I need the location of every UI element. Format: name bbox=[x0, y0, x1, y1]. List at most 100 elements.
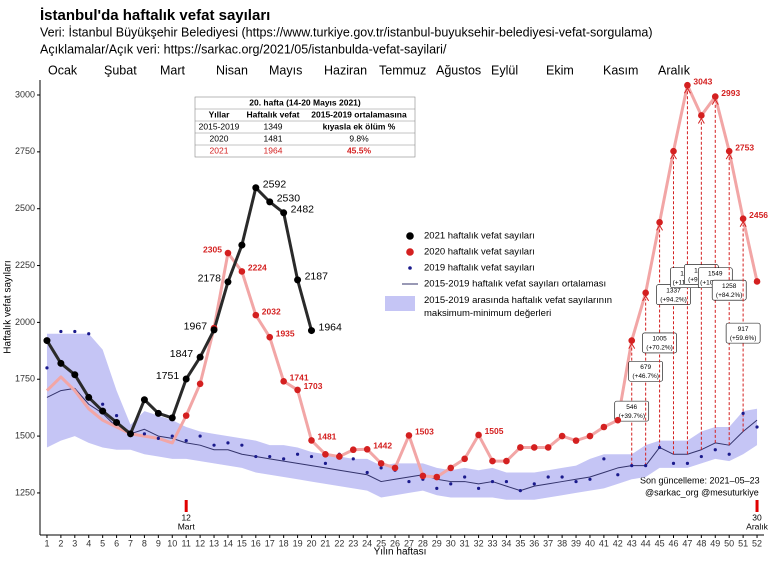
x-tick-label: 49 bbox=[710, 538, 720, 548]
point-2019 bbox=[741, 411, 745, 415]
y-tick-label: 2250 bbox=[15, 260, 35, 270]
data-label: 2456 bbox=[749, 210, 768, 220]
point-2019 bbox=[449, 482, 453, 486]
x-tick-label: 26 bbox=[390, 538, 400, 548]
x-tick-label: 1 bbox=[44, 538, 49, 548]
point-2020 bbox=[600, 423, 608, 431]
point-2021 bbox=[168, 414, 176, 422]
data-label: 1751 bbox=[156, 370, 180, 382]
annotation-text: (+46.7%) bbox=[632, 373, 659, 380]
point-2020 bbox=[447, 464, 455, 472]
point-2020 bbox=[711, 93, 719, 100]
x-tick-label: 41 bbox=[599, 538, 609, 548]
point-2019 bbox=[184, 439, 188, 443]
point-2020 bbox=[670, 147, 677, 155]
point-2019 bbox=[755, 425, 759, 429]
legend-label: 2020 haftalık vefat sayıları bbox=[424, 247, 535, 258]
point-2019 bbox=[282, 457, 286, 461]
point-2019 bbox=[490, 479, 495, 484]
x-tick-label: 44 bbox=[641, 538, 651, 548]
data-label: 3043 bbox=[693, 76, 712, 86]
annotation-text: (+70.2%) bbox=[646, 345, 673, 352]
month-label: Mart bbox=[160, 63, 186, 77]
annotation-text: 1549 bbox=[708, 270, 723, 277]
x-tick-label: 28 bbox=[418, 538, 428, 548]
month-label: Haziran bbox=[324, 63, 367, 77]
data-label: 1967 bbox=[184, 321, 208, 333]
data-label: 1703 bbox=[304, 381, 323, 391]
point-2020 bbox=[530, 444, 538, 451]
month-label: Nisan bbox=[216, 63, 248, 77]
x-tick-label: 17 bbox=[265, 538, 275, 548]
x-tick-label: 36 bbox=[529, 538, 539, 548]
point-2020 bbox=[572, 437, 580, 444]
data-label: 1505 bbox=[485, 426, 504, 436]
annotation-box bbox=[725, 322, 761, 344]
legend-key bbox=[406, 248, 414, 256]
point-2021 bbox=[238, 241, 246, 249]
x-tick-label: 19 bbox=[293, 538, 303, 548]
update-note: Son güncelleme: 2021–05–23 bbox=[640, 475, 760, 485]
point-2019 bbox=[671, 461, 676, 465]
point-2020 bbox=[238, 268, 246, 275]
x-tick-label: 29 bbox=[432, 538, 442, 548]
point-2020 bbox=[684, 81, 691, 89]
annotation-text: 1005 bbox=[652, 336, 667, 343]
x-tick-label: 45 bbox=[655, 538, 665, 548]
point-2021 bbox=[280, 209, 288, 217]
month-label: Temmuz bbox=[379, 63, 426, 77]
x-tick-label: 43 bbox=[627, 538, 637, 548]
month-label: Şubat bbox=[104, 63, 137, 77]
point-2020 bbox=[363, 445, 371, 453]
point-2021 bbox=[140, 396, 148, 404]
table-title: 20. hafta (14-20 Mayıs 2021) bbox=[249, 97, 361, 107]
x-tick-label: 50 bbox=[724, 538, 734, 548]
point-2020 bbox=[544, 444, 552, 451]
point-2020 bbox=[725, 147, 733, 155]
marker-month: Mart bbox=[178, 521, 196, 531]
point-2020 bbox=[475, 431, 482, 439]
point-2020 bbox=[753, 278, 761, 285]
month-label: Eylül bbox=[491, 63, 518, 77]
x-tick-label: 42 bbox=[613, 538, 623, 548]
y-tick-label: 1250 bbox=[15, 487, 35, 497]
annotation-text: (+84.2%) bbox=[716, 292, 743, 299]
point-2019 bbox=[602, 457, 606, 461]
annotation-text: 917 bbox=[738, 326, 749, 333]
table-cell: 9.8% bbox=[349, 133, 369, 143]
point-2019 bbox=[254, 454, 258, 459]
x-tick-label: 4 bbox=[86, 538, 91, 548]
point-2020 bbox=[419, 472, 427, 480]
x-tick-label: 12 bbox=[195, 538, 205, 548]
table-cell: 45.5% bbox=[347, 145, 372, 155]
data-label: 2305 bbox=[203, 244, 222, 254]
x-tick-label: 3 bbox=[72, 538, 77, 548]
legend-key bbox=[406, 232, 414, 240]
x-tick-label: 5 bbox=[100, 538, 105, 548]
x-tick-label: 39 bbox=[571, 538, 581, 548]
point-2020 bbox=[280, 377, 287, 385]
legend-label: 2019 haftalık vefat sayıları bbox=[424, 263, 535, 274]
data-label: 1935 bbox=[276, 328, 295, 338]
x-axis-label: Yılın haftası bbox=[374, 547, 427, 558]
point-2019 bbox=[156, 436, 160, 440]
table-frame bbox=[194, 96, 416, 158]
point-2019 bbox=[657, 445, 662, 450]
annotation-text: 679 bbox=[640, 364, 651, 371]
point-2020 bbox=[308, 437, 315, 444]
point-2021 bbox=[210, 326, 218, 334]
x-tick-label: 38 bbox=[557, 538, 567, 548]
legend-key bbox=[408, 266, 412, 270]
x-tick-label: 16 bbox=[251, 538, 261, 548]
annotation-box bbox=[628, 360, 663, 382]
annotation-text: 1337 bbox=[666, 287, 681, 294]
point-2019 bbox=[463, 475, 467, 479]
table-cell: 2021 bbox=[210, 145, 229, 155]
x-tick-label: 51 bbox=[738, 538, 748, 548]
x-tick-label: 11 bbox=[182, 538, 191, 548]
credits: @sarkac_org @mesuturkiye bbox=[645, 487, 759, 497]
point-2019 bbox=[142, 432, 147, 436]
point-2020 bbox=[698, 112, 705, 119]
data-label: 2993 bbox=[721, 88, 740, 98]
point-2020 bbox=[224, 249, 232, 257]
